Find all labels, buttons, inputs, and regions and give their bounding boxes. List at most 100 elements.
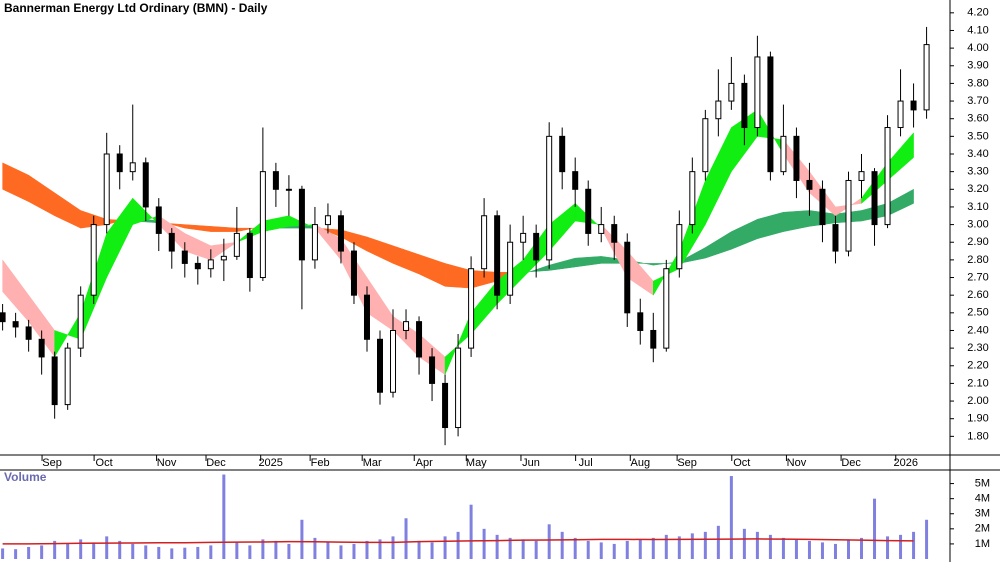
volume-tick-label: 1M [975, 538, 990, 550]
y-tick-label: 3.00 [967, 218, 988, 230]
candle-body [845, 179, 852, 252]
volume-bar [105, 536, 109, 559]
candle-body [481, 215, 488, 270]
candle-body [337, 215, 344, 252]
candle-body [116, 153, 123, 173]
x-tick-label: Nov [157, 457, 177, 469]
y-tick-label: 3.70 [967, 95, 988, 107]
volume-bar [417, 540, 421, 559]
volume-bar [274, 540, 278, 559]
volume-bar [196, 546, 200, 559]
candle-body [207, 259, 214, 270]
volume-bar [118, 540, 122, 559]
volume-bar [14, 549, 18, 559]
volume-bar [40, 545, 44, 559]
volume-bar [482, 528, 486, 559]
candle-body [715, 100, 722, 120]
candle-body [741, 82, 748, 129]
volume-bar [209, 545, 213, 559]
volume-bar [495, 534, 499, 559]
volume-bar [443, 536, 447, 559]
candle-body [754, 56, 761, 129]
candle-body [129, 162, 136, 173]
volume-bar [651, 537, 655, 559]
volume-bar [768, 534, 772, 559]
volume-bar [66, 543, 70, 559]
candle-body [142, 162, 149, 208]
candle-body [90, 224, 97, 296]
candle-body [181, 250, 188, 264]
chart-title: Bannerman Energy Ltd Ordinary (BMN) - Da… [4, 1, 268, 15]
volume-bar [912, 531, 916, 559]
volume-bar [53, 540, 57, 559]
candle-body [650, 329, 657, 349]
y-tick-label: 4.00 [967, 42, 988, 54]
volume-bar [352, 543, 356, 559]
volume-bar [456, 531, 460, 559]
volume-bar [846, 539, 850, 559]
volume-bar [79, 539, 83, 559]
candle-body [637, 312, 644, 331]
volume-bar [391, 536, 395, 559]
candle-body [780, 135, 787, 173]
volume-bar [573, 537, 577, 559]
candle-body [559, 135, 566, 173]
volume-bar [807, 540, 811, 559]
volume-bar [873, 498, 877, 559]
candle-body [194, 262, 201, 270]
x-tick-label: Oct [96, 457, 113, 469]
candle-body [246, 232, 253, 279]
volume-bar [677, 536, 681, 559]
volume-bar [261, 539, 265, 559]
candle-body [416, 321, 423, 358]
volume-bar [599, 542, 603, 559]
volume-bar [183, 547, 187, 559]
x-tick-label: Mar [363, 457, 382, 469]
volume-average [2, 538, 914, 545]
candle-body [220, 255, 227, 261]
y-tick-label: 3.90 [967, 60, 988, 72]
volume-bar [300, 519, 304, 559]
volume-bar [365, 540, 369, 559]
candle-body [871, 171, 878, 226]
volume-bar [508, 537, 512, 559]
y-tick-label: 2.10 [967, 377, 988, 389]
candle-body [168, 232, 175, 252]
candle-body [572, 171, 579, 190]
y-tick-label: 2.50 [967, 307, 988, 319]
volume-bar [313, 537, 317, 559]
candle-body [350, 250, 357, 296]
candle-body [363, 294, 370, 340]
y-tick-label: 3.30 [967, 166, 988, 178]
volume-bar [157, 546, 161, 559]
volume-bar [131, 543, 135, 559]
candle-body [819, 188, 826, 226]
volume-bar [170, 548, 174, 559]
volume-bar [586, 540, 590, 559]
candle-body [0, 312, 6, 323]
volume-bar [925, 519, 929, 559]
volume-tick-label: 4M [975, 493, 990, 505]
y-tick-label: 3.80 [967, 77, 988, 89]
candle-body [611, 224, 618, 243]
volume-bar [794, 539, 798, 559]
candle-body [403, 321, 410, 331]
candle-body [103, 153, 110, 226]
candle-body [64, 347, 71, 406]
y-tick-label: 2.00 [967, 395, 988, 407]
candle-body [832, 224, 839, 252]
candle-body [25, 326, 32, 340]
y-tick-label: 2.40 [967, 324, 988, 336]
candle-body [324, 215, 331, 226]
volume-title: Volume [4, 470, 47, 484]
candle-body [858, 171, 865, 181]
y-tick-label: 2.30 [967, 342, 988, 354]
y-tick-label: 1.90 [967, 413, 988, 425]
volume-bar [222, 474, 226, 559]
y-tick-label: 2.70 [967, 271, 988, 283]
candle-body [546, 135, 553, 261]
volume-bar [378, 539, 382, 559]
volume-bar [625, 540, 629, 559]
volume-bar [469, 504, 473, 559]
